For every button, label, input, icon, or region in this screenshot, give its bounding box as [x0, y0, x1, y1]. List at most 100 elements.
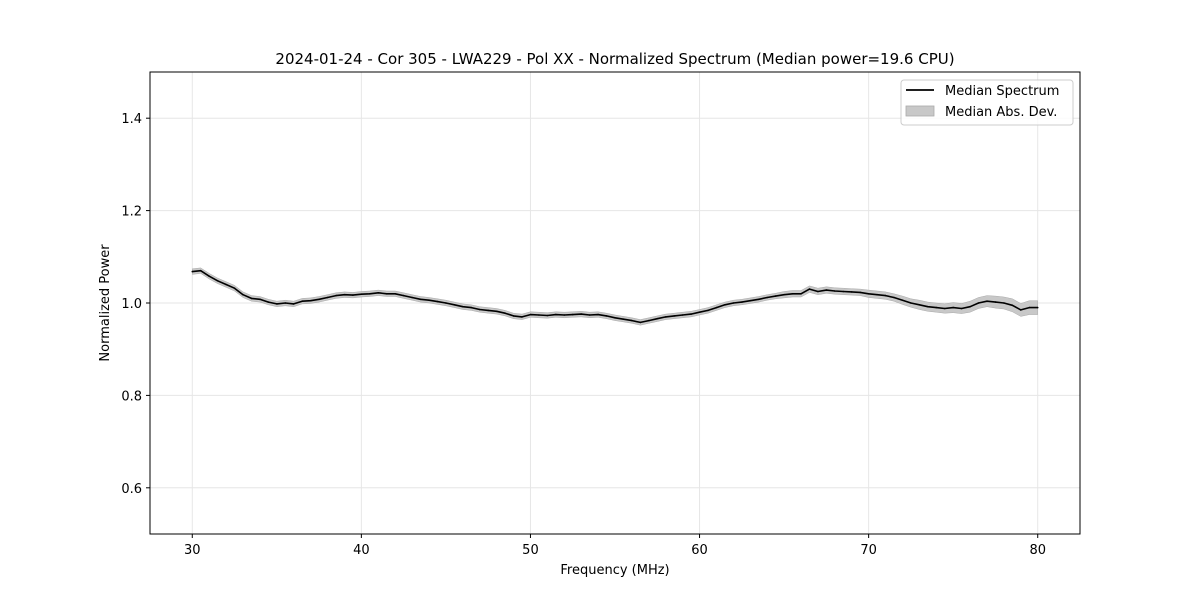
median-spectrum-point: [394, 293, 397, 295]
data-points: [191, 269, 1039, 324]
median-spectrum-point: [910, 302, 912, 304]
median-spectrum-point: [191, 270, 194, 273]
median-spectrum-point: [1036, 306, 1039, 309]
median-spectrum-point: [749, 299, 752, 302]
median-spectrum-point: [808, 288, 811, 290]
median-spectrum-point: [436, 300, 439, 303]
median-spectrum-point: [614, 317, 616, 319]
y-axis-label: Normalized Power: [98, 244, 113, 362]
median-spectrum-point: [1028, 306, 1031, 309]
x-tick-label: 40: [353, 543, 370, 558]
y-tick-label: 1.4: [121, 112, 142, 127]
median-spectrum-point: [681, 314, 684, 316]
legend: Median Spectrum Median Abs. Dev.: [900, 79, 1074, 126]
median-spectrum-point: [411, 296, 413, 299]
median-spectrum-point: [521, 316, 523, 318]
median-spectrum-point: [1011, 304, 1014, 307]
median-spectrum-point: [504, 312, 506, 315]
legend-label-median-spectrum: Median Spectrum: [945, 84, 1059, 99]
median-spectrum-point: [986, 300, 988, 303]
x-tick-label: 30: [184, 543, 201, 558]
median-spectrum-point: [225, 283, 227, 286]
median-spectrum-point: [343, 293, 346, 296]
median-spectrum-point: [817, 290, 819, 293]
median-spectrum-point: [588, 314, 591, 316]
median-spectrum-point: [445, 302, 447, 304]
median-spectrum-point: [622, 318, 625, 321]
median-spectrum-point: [487, 309, 490, 312]
median-spectrum-point: [994, 301, 997, 303]
median-spectrum-point: [538, 314, 540, 316]
median-spectrum-point: [453, 304, 456, 306]
y-tick-label: 0.8: [121, 389, 142, 404]
median-spectrum-point: [927, 305, 929, 308]
y-tick-label: 1.0: [121, 297, 142, 312]
median-spectrum-point: [580, 313, 582, 315]
median-spectrum-point: [918, 304, 921, 306]
median-spectrum-point: [893, 296, 895, 299]
x-tick-label: 50: [522, 543, 539, 558]
median-spectrum-point: [774, 295, 777, 297]
median-spectrum-point: [648, 319, 650, 322]
median-spectrum-point: [478, 308, 481, 311]
median-spectrum-point: [216, 280, 219, 282]
median-spectrum-point: [656, 317, 659, 320]
median-spectrum-point: [208, 275, 210, 278]
median-spectrum-point: [546, 314, 549, 317]
median-spectrum-point: [867, 293, 870, 295]
y-axis-ticks: 0.6 0.8 1.0 1.2 1.4: [121, 112, 150, 497]
median-spectrum-point: [267, 301, 270, 303]
median-spectrum-point: [825, 289, 828, 291]
median-spectrum-point: [377, 292, 380, 294]
median-spectrum-point: [673, 315, 675, 317]
median-spectrum-point: [276, 303, 278, 305]
y-tick-label: 1.2: [121, 205, 142, 220]
median-spectrum-point: [318, 298, 320, 301]
median-spectrum-point: [402, 294, 405, 297]
median-spectrum-point: [791, 293, 794, 295]
median-spectrum-point: [385, 293, 388, 295]
median-spectrum-point: [292, 303, 295, 305]
median-spectrum-point: [960, 307, 963, 310]
legend-band-swatch: [905, 105, 935, 117]
x-tick-label: 80: [1029, 543, 1046, 558]
median-spectrum-point: [783, 293, 785, 296]
median-spectrum-point: [952, 306, 954, 309]
median-spectrum-point: [529, 313, 532, 316]
median-spectrum-point: [326, 296, 329, 299]
median-spectrum-point: [284, 302, 287, 304]
median-spectrum-point: [977, 302, 980, 304]
median-spectrum-point: [901, 299, 904, 302]
median-spectrum-point: [605, 315, 608, 317]
legend-label-median-abs-dev: Median Abs. Dev.: [945, 105, 1057, 120]
median-spectrum-point: [1020, 309, 1022, 311]
median-spectrum-point: [259, 298, 261, 301]
median-spectrum-point: [352, 294, 354, 296]
median-spectrum-point: [563, 314, 566, 316]
median-spectrum-point: [242, 293, 244, 296]
median-spectrum-point: [199, 269, 202, 272]
median-spectrum-point: [707, 309, 709, 312]
median-spectrum-point: [470, 306, 473, 309]
median-spectrum-point: [766, 296, 768, 299]
median-spectrum-point: [233, 287, 236, 290]
median-spectrum-point: [800, 293, 802, 295]
median-spectrum-point: [309, 299, 312, 302]
median-spectrum-point: [715, 306, 718, 309]
median-spectrum-point: [639, 321, 642, 324]
median-spectrum-point: [876, 293, 878, 296]
median-spectrum-point: [335, 294, 337, 297]
median-spectrum-point: [369, 293, 371, 295]
median-spectrum-point: [741, 301, 743, 303]
median-spectrum-point: [834, 290, 836, 292]
x-tick-label: 60: [691, 543, 708, 558]
median-spectrum-point: [884, 294, 887, 297]
median-spectrum-point: [428, 299, 430, 302]
median-spectrum-point: [250, 297, 253, 300]
median-spectrum-point: [512, 315, 515, 317]
median-spectrum-point: [1003, 302, 1005, 304]
median-spectrum-point: [301, 300, 304, 303]
x-axis-label: Frequency (MHz): [560, 563, 669, 578]
legend-box: [900, 79, 1074, 126]
